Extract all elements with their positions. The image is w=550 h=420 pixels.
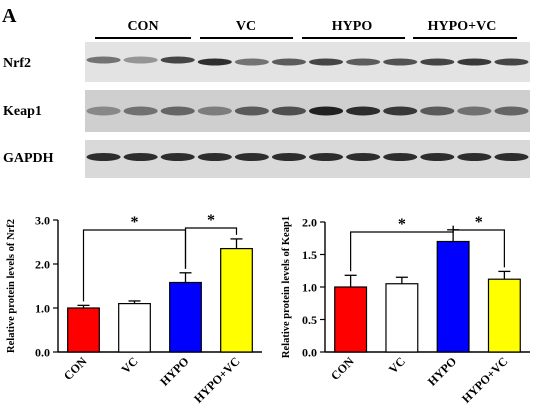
- y-axis-label: Relative protein levels of Keap1: [281, 216, 292, 358]
- significance-star: *: [131, 214, 139, 231]
- significance-bracket: [184, 227, 238, 269]
- blot-band: [346, 153, 381, 161]
- blot-strip: [85, 140, 530, 178]
- blot-band: [123, 56, 158, 64]
- blot-band: [271, 58, 307, 66]
- bar: [118, 303, 151, 353]
- y-tick-label: 1.0: [302, 281, 317, 295]
- y-tick-label: 0.5: [302, 313, 317, 327]
- blot-band: [271, 106, 307, 116]
- nrf2-bar-chart: 0.0 1.0 2.0 3.0 Relative protein levels of N…: [6, 212, 262, 406]
- x-tick-label: CON: [61, 354, 90, 383]
- blot-band: [308, 153, 344, 161]
- blot-group-headers: CON VC HYPO HYPO+VC: [95, 19, 517, 39]
- blot-strips: [85, 42, 530, 178]
- y-tick-label: 1.5: [302, 248, 317, 262]
- blot-band: [86, 153, 121, 161]
- blot-band: [160, 106, 195, 116]
- blot-band: [494, 106, 529, 116]
- y-tick-label: 0.0: [302, 346, 317, 360]
- bar: [487, 278, 521, 353]
- blot-band: [494, 153, 529, 161]
- x-tick-label: HYPO: [157, 354, 191, 388]
- blot-group-label: VC: [236, 19, 256, 34]
- blot-rows: Nrf2 Keap1 GAPDH: [3, 56, 54, 166]
- y-tick-label: 2.0: [302, 216, 317, 230]
- blot-band: [383, 153, 418, 161]
- blot-band: [271, 153, 307, 161]
- panel-label: A: [2, 5, 17, 27]
- bar: [436, 240, 470, 353]
- y-axis-label: Relative protein levels of Nrf2: [6, 219, 17, 353]
- bar: [385, 283, 419, 353]
- y-tick-label: 2.0: [35, 258, 50, 272]
- blot-strip: [85, 42, 530, 82]
- blot-row-label: Keap1: [3, 104, 42, 119]
- blot-band: [420, 153, 455, 161]
- blot-band: [86, 56, 121, 64]
- blot-band: [457, 153, 492, 161]
- x-tick-label: CON: [328, 354, 357, 383]
- blot-strip: [85, 90, 530, 132]
- blot-band: [308, 58, 344, 66]
- blot-band: [197, 58, 232, 66]
- x-tick-label: HYPO+VC: [191, 354, 243, 406]
- blot-band: [420, 106, 455, 116]
- x-tick-label: HYPO: [425, 354, 459, 388]
- x-tick-label: HYPO+VC: [459, 354, 511, 406]
- blot-row-label: Nrf2: [3, 56, 31, 71]
- keap1-bar-chart: 0.0 0.5 1.0 1.5 2.0 Relative protein levels o…: [281, 214, 530, 406]
- blot-band: [197, 106, 232, 116]
- blot-band: [346, 106, 381, 116]
- blot-group-label: CON: [127, 19, 158, 34]
- blot-band: [160, 56, 195, 64]
- blot-band: [346, 58, 381, 66]
- blot-band: [123, 153, 158, 161]
- blot-band: [457, 58, 492, 66]
- significance-star: *: [398, 216, 406, 233]
- blot-band: [123, 106, 158, 116]
- bar: [67, 307, 100, 353]
- blot-band: [383, 58, 418, 66]
- blot-group-label: HYPO: [332, 19, 373, 34]
- bar: [220, 248, 253, 353]
- x-tick-label: VC: [118, 354, 140, 376]
- blot-band: [457, 106, 492, 116]
- y-tick-label: 1.0: [35, 302, 50, 316]
- blot-band: [234, 106, 269, 116]
- y-tick-label: 3.0: [35, 214, 50, 228]
- blot-band: [494, 58, 529, 66]
- blot-band: [234, 153, 269, 161]
- blot-band: [308, 106, 344, 116]
- blot-band: [160, 153, 195, 161]
- blot-group-label: HYPO+VC: [428, 19, 497, 34]
- western-blot: CON VC HYPO HYPO+VC Nrf2 Keap1 GAPDH: [3, 19, 530, 178]
- blot-band: [197, 153, 232, 161]
- blot-band: [234, 58, 269, 66]
- bar: [334, 286, 368, 353]
- x-tick-label: VC: [386, 354, 408, 376]
- significance-star: *: [475, 214, 483, 231]
- blot-band: [420, 58, 455, 66]
- blot-band: [383, 106, 418, 116]
- significance-bracket: [452, 225, 505, 268]
- bar: [169, 281, 202, 353]
- significance-star: *: [207, 212, 215, 229]
- blot-row-label: GAPDH: [3, 151, 54, 166]
- y-tick-label: 0.0: [35, 346, 50, 360]
- blot-band: [86, 106, 121, 116]
